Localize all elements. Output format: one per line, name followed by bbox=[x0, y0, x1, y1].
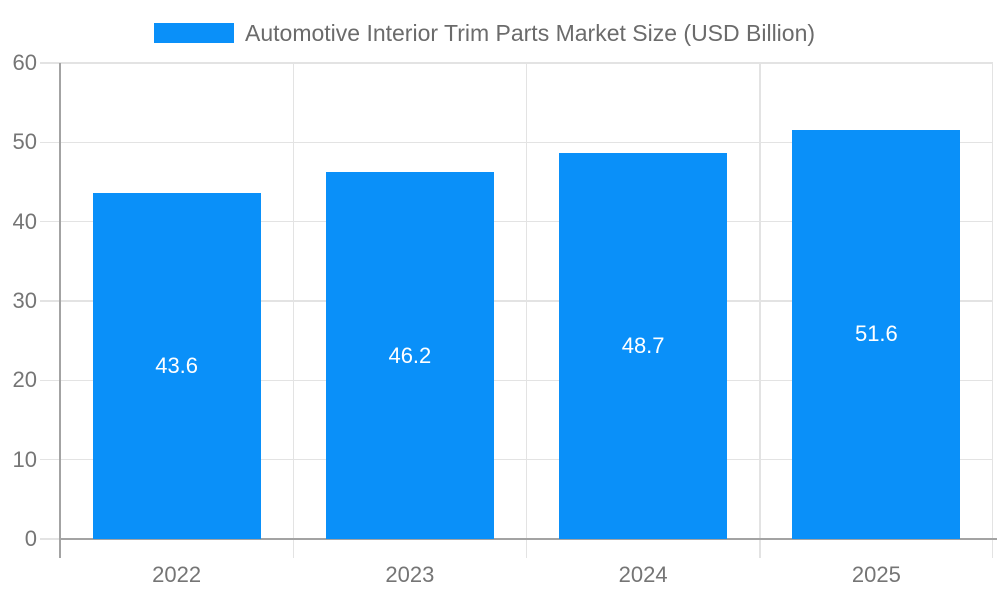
bar-2022: 43.6 bbox=[92, 193, 261, 539]
y-axis-label: 50 bbox=[12, 129, 37, 155]
y-gridline bbox=[40, 141, 993, 144]
plot-right-border bbox=[991, 63, 993, 558]
category-gridline bbox=[292, 63, 294, 539]
bar-2023: 46.2 bbox=[325, 172, 494, 539]
y-gridline bbox=[40, 300, 993, 302]
y-axis-label: 30 bbox=[12, 288, 37, 313]
y-axis-label: 10 bbox=[12, 446, 37, 472]
x-tick bbox=[292, 539, 294, 558]
x-axis-label: 2025 bbox=[851, 562, 901, 587]
bar-2024: 48.7 bbox=[559, 152, 728, 539]
category-gridline bbox=[759, 63, 761, 539]
y-axis-label: 20 bbox=[12, 367, 37, 393]
x-axis-label: 2023 bbox=[385, 562, 435, 587]
x-axis-line bbox=[59, 538, 997, 540]
legend-swatch bbox=[154, 23, 234, 43]
category-gridline bbox=[525, 63, 528, 539]
y-gridline bbox=[40, 458, 993, 461]
y-gridline bbox=[40, 62, 993, 64]
y-axis-label: 40 bbox=[12, 208, 37, 234]
x-axis-label: 2024 bbox=[618, 562, 668, 587]
y-axis-label: 60 bbox=[12, 50, 37, 75]
x-axis-label: 2022 bbox=[152, 562, 202, 587]
bar-value-label: 51.6 bbox=[854, 321, 898, 347]
y-axis-label: 0 bbox=[24, 526, 37, 551]
chart-title: Automotive Interior Trim Parts Market Si… bbox=[245, 20, 816, 46]
bar-value-label: 43.6 bbox=[155, 353, 199, 379]
x-tick bbox=[525, 539, 528, 558]
bar-value-label: 46.2 bbox=[388, 342, 432, 368]
y-gridline bbox=[40, 220, 993, 223]
y-tick bbox=[40, 538, 60, 540]
bar-2025: 51.6 bbox=[792, 129, 961, 539]
x-tick bbox=[759, 539, 761, 558]
y-gridline bbox=[40, 379, 993, 382]
bar-value-label: 48.7 bbox=[621, 332, 665, 358]
y-axis-line bbox=[59, 63, 61, 558]
